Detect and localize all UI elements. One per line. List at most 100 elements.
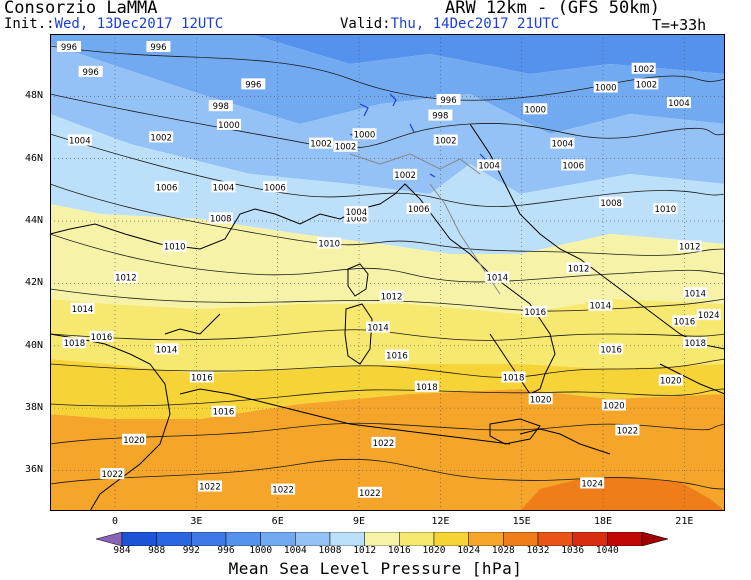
isobar-label-bg [683, 287, 708, 299]
pressure-band [50, 204, 725, 314]
isobar-label-text: 1020 [123, 436, 145, 446]
isobar-label: 1016 [89, 330, 114, 343]
isobar-label-bg [211, 405, 236, 417]
isobar-label-bg [216, 118, 241, 130]
isobar-line [50, 388, 725, 407]
isobar-label: 1020 [658, 374, 683, 387]
isobar-label-text: 1016 [524, 308, 546, 318]
isobar-label: 1022 [371, 436, 396, 449]
isobar-label-bg [317, 237, 342, 249]
isobar-label-text: 1016 [191, 373, 213, 383]
colorbar-segment [433, 532, 469, 546]
isobar-label-text: 1014 [72, 305, 94, 315]
colorbar-segment [156, 532, 192, 546]
isobar-label: 1014 [588, 299, 613, 312]
isobar-label-text: 1004 [346, 208, 368, 218]
isobar-label: 1010 [162, 240, 187, 253]
isobar-label-bg [154, 181, 179, 193]
isobar-label-text: 1014 [486, 274, 508, 284]
isobar-label-text: 1010 [164, 243, 186, 253]
isobar-label: 1018 [683, 337, 708, 349]
isobar-label-bg [62, 337, 87, 349]
isobar-label: 1010 [317, 237, 342, 249]
isobar-label-text: 1022 [373, 439, 395, 449]
isobar-label-text: 1002 [310, 140, 332, 150]
isobar-label: 1010 [653, 203, 678, 215]
isobar-label-bg [428, 109, 453, 121]
isobar-label: 1002 [634, 78, 659, 90]
isobar-label-bg [197, 480, 222, 492]
lake-river [429, 173, 436, 178]
isobar-label-bg [406, 203, 431, 215]
isobar-label: 1012 [566, 262, 591, 274]
pressure-band [50, 359, 725, 419]
map-canvas: 996 996 996 996 998 1000 1002 1004 1006 1004 1006 1… [50, 34, 725, 511]
isobar-label: 1020 [528, 393, 553, 405]
isobar-label-bg [523, 103, 548, 115]
init-label: Init.: [4, 16, 55, 32]
colorbar-level-label: 1008 [318, 545, 342, 556]
isobar-label-text: 1006 [562, 161, 584, 171]
isobar-label-text: 1010 [318, 239, 340, 249]
isobar-label-text: 996 [245, 80, 261, 90]
isobar-label: 1012 [379, 290, 404, 302]
isobar-line [50, 93, 725, 149]
isobar-label-bg [357, 486, 382, 498]
longitude-label: 3E [190, 516, 203, 527]
isobar-label: 1012 [113, 271, 138, 284]
isobar-label: 1006 [561, 159, 586, 171]
isobar-label-bg [550, 137, 575, 149]
isobar-label-bg [593, 81, 618, 93]
isobar-label-text: 1002 [335, 143, 357, 153]
isobar-label: 996 [436, 93, 461, 106]
isobar-label: 1004 [344, 206, 369, 218]
isobar-label: 1000 [216, 118, 241, 131]
isobar-label-bg [672, 315, 697, 327]
isobar-label-text: 996 [83, 68, 99, 78]
isobar-label-text: 1018 [416, 383, 438, 393]
isobar-label-bg [653, 203, 678, 215]
isobar-label-bg [666, 97, 691, 109]
longitude-label: 9E [353, 516, 366, 527]
isobar-label: 1004 [67, 134, 92, 147]
isobar-label: 1004 [211, 181, 236, 193]
colorbar-segment [537, 532, 573, 546]
isobar-label-bg [631, 62, 656, 74]
isobar-label: 1016 [672, 315, 697, 327]
isobar-label: 1002 [631, 62, 656, 75]
isobar-label: 1016 [189, 371, 214, 383]
init-value: Wed, 13Dec2017 12UTC [54, 16, 224, 32]
isobar-label: 998 [428, 109, 453, 122]
isobar-label: 1006 [154, 181, 179, 193]
isobar-label-text: 1022 [199, 483, 221, 493]
isobar-line [50, 183, 725, 256]
isobar-label: 1004 [477, 159, 502, 171]
colorbar-segment [364, 532, 400, 546]
isobar-label: 1008 [344, 212, 369, 224]
isobar-label-bg [561, 159, 586, 171]
isobar-label-text: 998 [213, 102, 229, 112]
longitude-label: 21E [675, 516, 694, 527]
latitude-label: 40N [25, 339, 44, 351]
isobar-label-bg [146, 40, 171, 52]
isobar-label-text: 1022 [102, 470, 124, 480]
isobar-label-bg [352, 128, 377, 140]
isobar-label-bg [599, 196, 624, 208]
island-coastline [347, 263, 369, 297]
isobar-label-bg [599, 343, 624, 355]
colorbar-segment [607, 532, 643, 546]
isobar-label: 1014 [683, 287, 708, 299]
coastline [164, 313, 221, 335]
isobar-label-bg [122, 433, 147, 445]
pressure-band [520, 477, 725, 511]
coastline [50, 333, 171, 511]
colorbar-segment [503, 532, 539, 546]
isobar-label-text: 1004 [668, 99, 690, 109]
colorbar-level-label: 996 [217, 545, 235, 556]
isobar-label-text: 1024 [581, 479, 603, 489]
isobar-label-text: 1000 [524, 105, 546, 115]
isobar-label-bg [477, 159, 502, 171]
isobar-label: 1002 [433, 134, 458, 147]
colorbar-level-label: 984 [113, 545, 131, 556]
colorbar [96, 532, 668, 546]
